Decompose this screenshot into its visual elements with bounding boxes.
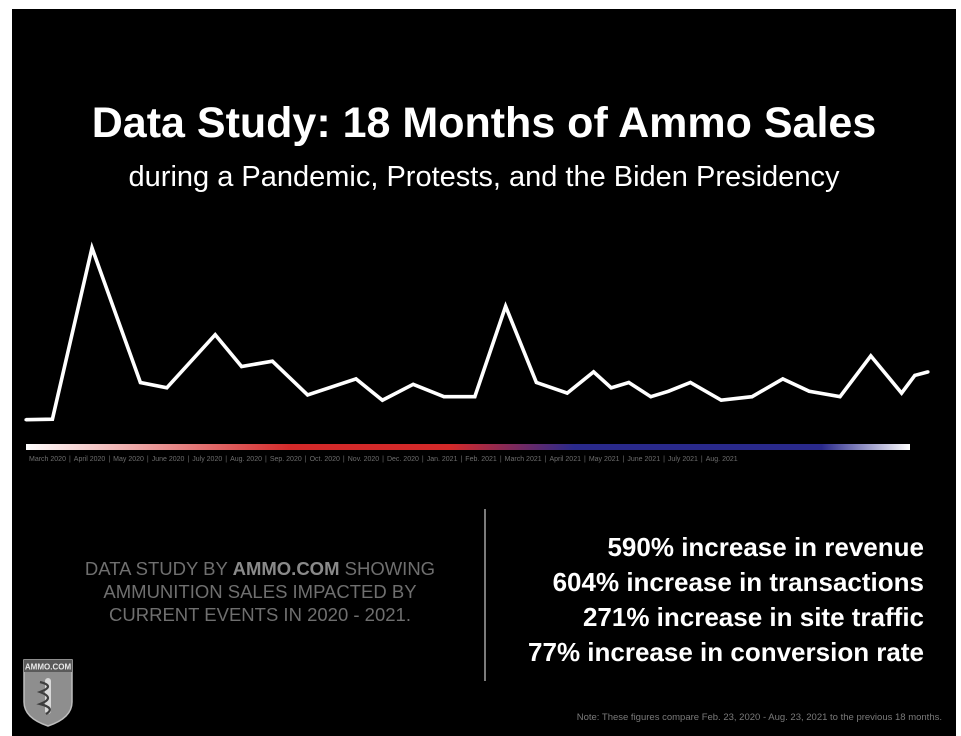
data-point [354,377,358,381]
data-point [442,395,446,399]
snake-icon [36,680,51,715]
study-line-1: DATA STUDY BY AMMO.COM SHOWING [40,557,480,580]
stats-list: 590% increase in revenue 604% increase i… [528,530,924,670]
study-suffix: SHOWING [344,558,436,579]
sales-line-chart [24,241,930,450]
month-tick-label: April 2020 [73,456,106,463]
data-point [609,386,613,390]
study-line-2: AMMUNITION SALES IMPACTED BY [103,581,417,602]
data-point [306,393,310,397]
timeline-gradient-bar [26,444,910,450]
study-line-3: CURRENT EVENTS IN 2020 - 2021. [109,604,411,625]
month-separator: | [583,456,586,463]
month-separator: | [544,456,547,463]
month-tick-label: April 2021 [549,456,581,463]
month-tick-label: Dec. 2020 [386,456,419,463]
data-point [504,304,508,308]
stat-site-traffic: 271% increase in site traffic [582,602,924,632]
data-point [138,380,142,385]
month-separator: | [622,456,625,463]
page-subtitle: during a Pandemic, Protests, and the Bid… [128,161,840,193]
data-point [165,386,169,390]
data-point [807,389,811,393]
data-point [592,370,596,374]
ammo-logo: AMMO.COM [23,659,73,727]
data-point [781,377,785,381]
month-tick-label: Feb. 2021 [465,456,497,463]
month-tick-label: Aug. 2020 [230,456,262,463]
data-point [411,382,415,386]
month-separator: | [187,456,190,463]
month-tick-label: June 2020 [151,456,185,463]
month-tick-label: May 2020 [113,456,144,463]
data-point [270,359,274,363]
month-separator: | [700,456,703,463]
month-tick-label: Aug. 2021 [705,456,738,463]
data-point [380,398,384,402]
data-point [869,354,873,358]
page-title: Data Study: 18 Months of Ammo Sales [91,99,877,147]
stat-transactions: 604% increase in transactions [552,567,924,597]
series-line [25,241,929,422]
month-separator: | [304,456,307,463]
logo-text: AMMO.COM [25,663,72,672]
data-point [719,398,723,402]
data-point [649,395,653,399]
vertical-divider [484,509,486,681]
month-tick-label: Jan. 2021 [426,456,458,463]
data-point [90,246,94,250]
stat-revenue: 590% increase in revenue [607,532,924,562]
brand-name: AMMO.COM [232,558,340,579]
data-point [24,418,28,422]
stat-conversion-rate: 77% increase in conversion rate [528,637,924,667]
month-tick-label: July 2020 [192,456,223,463]
month-tick-label: Sep. 2020 [269,456,302,463]
data-point [240,364,244,369]
month-separator: | [382,456,384,463]
data-point [213,333,217,337]
month-tick-label: July 2021 [667,456,698,463]
month-tick-label: March 2021 [504,456,542,463]
month-separator: | [68,456,71,463]
data-point [926,370,930,374]
month-separator: | [499,456,502,463]
data-point [750,395,754,399]
month-tick-label: Nov. 2020 [347,456,380,463]
month-separator: | [108,456,111,463]
month-separator: | [663,456,665,463]
month-axis: March 2020 | April 2020 | May 2020 | June 2020… [29,455,941,465]
data-point [50,417,55,421]
study-description: DATA STUDY BY AMMO.COM SHOWING AMMUNITIO… [40,557,480,626]
month-tick-label: Oct. 2020 [309,456,340,463]
month-tick-label: June 2021 [627,456,661,463]
data-point [913,373,917,377]
data-point [565,391,569,395]
data-point [688,380,693,385]
month-separator: | [264,456,267,463]
series-layer [24,241,930,422]
logo-banner [24,660,72,672]
study-prefix: DATA STUDY BY [84,558,228,579]
month-separator: | [342,456,345,463]
data-point [534,380,539,385]
month-tick-label: March 2020 [29,456,66,463]
footnote: Note: These figures compare Feb. 23, 202… [576,712,942,723]
data-point [666,389,671,393]
data-point [627,380,631,385]
data-point [473,395,477,399]
data-point [900,391,904,395]
month-separator: | [225,456,228,463]
infographic: Data Study: 18 Months of Ammo Sales duri… [12,9,956,736]
month-separator: | [146,456,149,463]
data-point [838,395,842,399]
month-separator: | [421,456,424,463]
month-separator: | [460,456,463,463]
month-tick-label: May 2021 [588,456,620,463]
